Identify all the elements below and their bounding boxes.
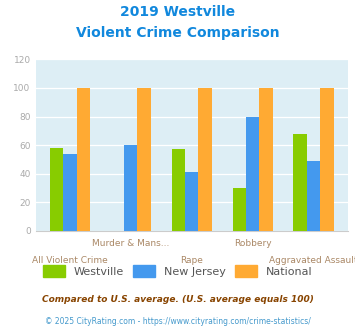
- Bar: [260, 88, 273, 231]
- Bar: [63, 154, 77, 231]
- Bar: [246, 116, 260, 231]
- Bar: [137, 88, 151, 231]
- Bar: [233, 188, 246, 231]
- Text: Rape: Rape: [180, 256, 203, 265]
- Text: All Violent Crime: All Violent Crime: [32, 256, 108, 265]
- Legend: Westville, New Jersey, National: Westville, New Jersey, National: [43, 265, 312, 277]
- Bar: [294, 134, 307, 231]
- Bar: [77, 88, 90, 231]
- Bar: [124, 145, 137, 231]
- Bar: [50, 148, 63, 231]
- Text: Robbery: Robbery: [234, 239, 272, 248]
- Bar: [198, 88, 212, 231]
- Text: Aggravated Assault: Aggravated Assault: [269, 256, 355, 265]
- Text: © 2025 CityRating.com - https://www.cityrating.com/crime-statistics/: © 2025 CityRating.com - https://www.city…: [45, 317, 310, 326]
- Bar: [185, 172, 198, 231]
- Bar: [307, 161, 320, 231]
- Bar: [171, 149, 185, 231]
- Text: Compared to U.S. average. (U.S. average equals 100): Compared to U.S. average. (U.S. average …: [42, 295, 313, 304]
- Text: 2019 Westville: 2019 Westville: [120, 5, 235, 19]
- Text: Violent Crime Comparison: Violent Crime Comparison: [76, 26, 279, 40]
- Bar: [320, 88, 334, 231]
- Text: Murder & Mans...: Murder & Mans...: [92, 239, 169, 248]
